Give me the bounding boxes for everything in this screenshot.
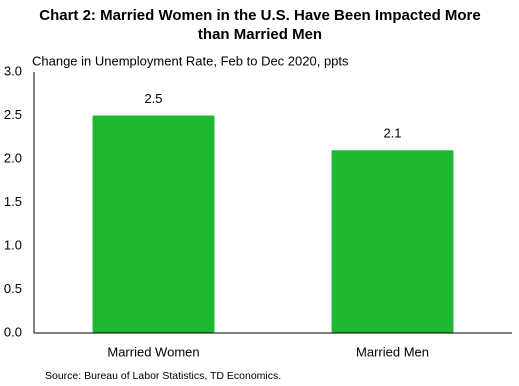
x-tick-label: Married Men bbox=[356, 344, 429, 359]
y-tick-label: 2.0 bbox=[4, 150, 22, 165]
x-tick-label: Married Women bbox=[107, 344, 199, 359]
y-tick-label: 0.0 bbox=[4, 324, 22, 339]
data-label: 2.5 bbox=[144, 91, 162, 106]
y-tick-label: 2.5 bbox=[4, 107, 22, 122]
bar bbox=[331, 150, 454, 333]
y-tick-label: 0.5 bbox=[4, 281, 22, 296]
data-label: 2.1 bbox=[383, 126, 401, 141]
y-axis-label: Change in Unemployment Rate, Feb to Dec … bbox=[32, 53, 349, 68]
source-note: Source: Bureau of Labor Statistics, TD E… bbox=[45, 370, 281, 382]
chart-title: Chart 2: Married Women in the U.S. Have … bbox=[39, 7, 481, 43]
y-tick-label: 1.5 bbox=[4, 194, 22, 209]
y-tick-label: 3.0 bbox=[4, 63, 22, 78]
y-tick-label: 1.0 bbox=[4, 237, 22, 252]
bar bbox=[92, 115, 215, 333]
